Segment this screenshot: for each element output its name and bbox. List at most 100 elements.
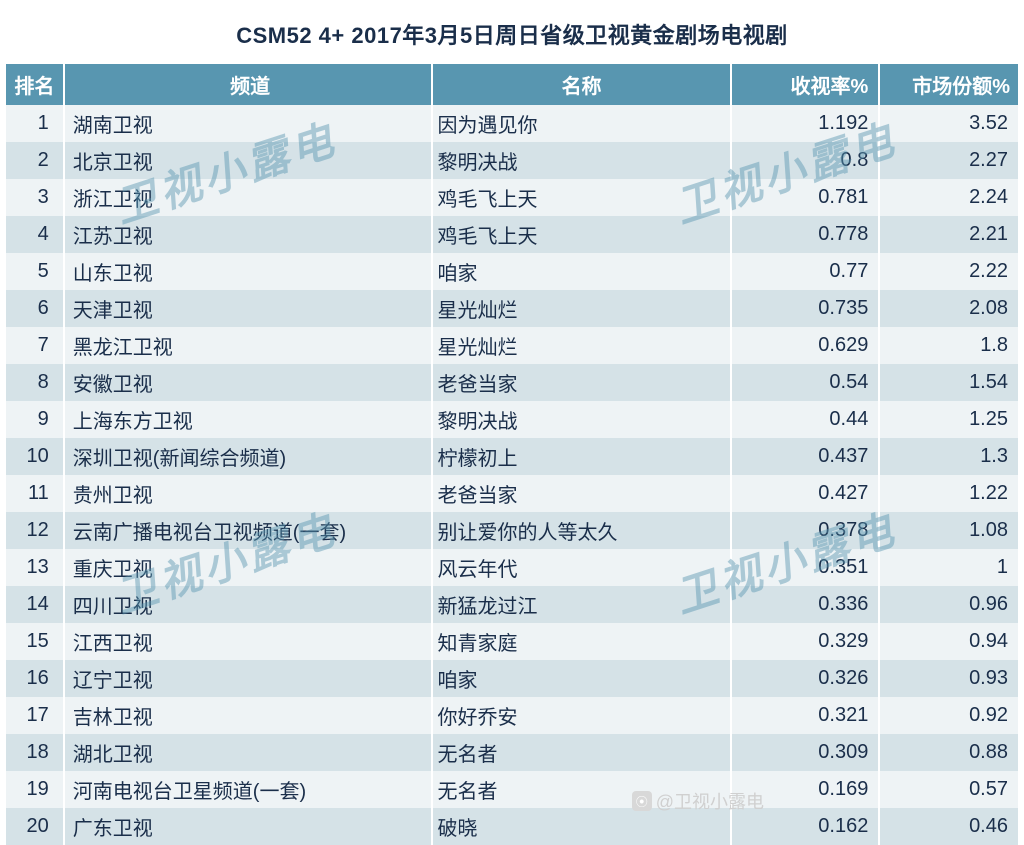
cell-name: 因为遇见你 bbox=[432, 105, 730, 142]
col-header-share: 市场份额% bbox=[879, 64, 1018, 105]
cell-name: 星光灿烂 bbox=[432, 290, 730, 327]
cell-name: 新猛龙过江 bbox=[432, 586, 730, 623]
cell-channel: 上海东方卫视 bbox=[64, 401, 433, 438]
cell-rank: 5 bbox=[6, 253, 64, 290]
cell-rank: 16 bbox=[6, 660, 64, 697]
cell-share: 3.52 bbox=[879, 105, 1018, 142]
table-row: 14四川卫视新猛龙过江0.3360.96 bbox=[6, 586, 1018, 623]
table-row: 9上海东方卫视黎明决战0.441.25 bbox=[6, 401, 1018, 438]
cell-name: 柠檬初上 bbox=[432, 438, 730, 475]
cell-rating: 0.326 bbox=[731, 660, 880, 697]
cell-channel: 贵州卫视 bbox=[64, 475, 433, 512]
cell-share: 2.08 bbox=[879, 290, 1018, 327]
cell-rating: 0.437 bbox=[731, 438, 880, 475]
table-row: 18湖北卫视无名者0.3090.88 bbox=[6, 734, 1018, 771]
table-row: 1湖南卫视因为遇见你1.1923.52 bbox=[6, 105, 1018, 142]
cell-channel: 湖南卫视 bbox=[64, 105, 433, 142]
cell-channel: 黑龙江卫视 bbox=[64, 327, 433, 364]
cell-rank: 20 bbox=[6, 808, 64, 845]
cell-channel: 北京卫视 bbox=[64, 142, 433, 179]
table-row: 16辽宁卫视咱家0.3260.93 bbox=[6, 660, 1018, 697]
table-row: 8安徽卫视老爸当家0.541.54 bbox=[6, 364, 1018, 401]
cell-rating: 0.351 bbox=[731, 549, 880, 586]
cell-rank: 14 bbox=[6, 586, 64, 623]
cell-channel: 广东卫视 bbox=[64, 808, 433, 845]
cell-channel: 江西卫视 bbox=[64, 623, 433, 660]
cell-share: 0.88 bbox=[879, 734, 1018, 771]
cell-share: 2.24 bbox=[879, 179, 1018, 216]
cell-name: 无名者 bbox=[432, 734, 730, 771]
cell-channel: 重庆卫视 bbox=[64, 549, 433, 586]
cell-rating: 0.8 bbox=[731, 142, 880, 179]
table-row: 19河南电视台卫星频道(一套)无名者0.1690.57 bbox=[6, 771, 1018, 808]
cell-share: 0.57 bbox=[879, 771, 1018, 808]
cell-rating: 0.329 bbox=[731, 623, 880, 660]
table-row: 10深圳卫视(新闻综合频道)柠檬初上0.4371.3 bbox=[6, 438, 1018, 475]
cell-share: 0.94 bbox=[879, 623, 1018, 660]
cell-share: 2.21 bbox=[879, 216, 1018, 253]
cell-name: 鸡毛飞上天 bbox=[432, 179, 730, 216]
cell-rating: 0.54 bbox=[731, 364, 880, 401]
cell-name: 鸡毛飞上天 bbox=[432, 216, 730, 253]
cell-share: 0.92 bbox=[879, 697, 1018, 734]
cell-channel: 深圳卫视(新闻综合频道) bbox=[64, 438, 433, 475]
cell-rating: 0.336 bbox=[731, 586, 880, 623]
cell-name: 知青家庭 bbox=[432, 623, 730, 660]
table-row: 17吉林卫视你好乔安0.3210.92 bbox=[6, 697, 1018, 734]
cell-rating: 0.427 bbox=[731, 475, 880, 512]
cell-channel: 天津卫视 bbox=[64, 290, 433, 327]
cell-share: 1 bbox=[879, 549, 1018, 586]
cell-rank: 2 bbox=[6, 142, 64, 179]
cell-share: 0.93 bbox=[879, 660, 1018, 697]
cell-rating: 0.629 bbox=[731, 327, 880, 364]
table-container: CSM52 4+ 2017年3月5日周日省级卫视黄金剧场电视剧 排名 频道 名称… bbox=[0, 0, 1024, 820]
footer-text: @卫视小露电 bbox=[656, 788, 764, 814]
table-row: 15江西卫视知青家庭0.3290.94 bbox=[6, 623, 1018, 660]
table-row: 7黑龙江卫视星光灿烂0.6291.8 bbox=[6, 327, 1018, 364]
cell-channel: 吉林卫视 bbox=[64, 697, 433, 734]
cell-name: 星光灿烂 bbox=[432, 327, 730, 364]
cell-rank: 17 bbox=[6, 697, 64, 734]
cell-channel: 安徽卫视 bbox=[64, 364, 433, 401]
cell-rating: 0.321 bbox=[731, 697, 880, 734]
table-row: 6天津卫视星光灿烂0.7352.08 bbox=[6, 290, 1018, 327]
table-row: 2北京卫视黎明决战0.82.27 bbox=[6, 142, 1018, 179]
cell-rating: 0.735 bbox=[731, 290, 880, 327]
table-row: 5山东卫视咱家0.772.22 bbox=[6, 253, 1018, 290]
cell-name: 黎明决战 bbox=[432, 142, 730, 179]
cell-rank: 10 bbox=[6, 438, 64, 475]
cell-name: 你好乔安 bbox=[432, 697, 730, 734]
weibo-icon: ⦿ bbox=[632, 791, 652, 811]
cell-rank: 8 bbox=[6, 364, 64, 401]
cell-share: 1.25 bbox=[879, 401, 1018, 438]
cell-rank: 15 bbox=[6, 623, 64, 660]
cell-channel: 浙江卫视 bbox=[64, 179, 433, 216]
table-row: 20广东卫视破晓0.1620.46 bbox=[6, 808, 1018, 845]
cell-rating: 1.192 bbox=[731, 105, 880, 142]
cell-rating: 0.77 bbox=[731, 253, 880, 290]
cell-rank: 4 bbox=[6, 216, 64, 253]
cell-rank: 11 bbox=[6, 475, 64, 512]
cell-share: 1.8 bbox=[879, 327, 1018, 364]
cell-share: 2.27 bbox=[879, 142, 1018, 179]
cell-share: 1.22 bbox=[879, 475, 1018, 512]
cell-channel: 云南广播电视台卫视频道(一套) bbox=[64, 512, 433, 549]
cell-name: 别让爱你的人等太久 bbox=[432, 512, 730, 549]
cell-rank: 12 bbox=[6, 512, 64, 549]
col-header-rank: 排名 bbox=[6, 64, 64, 105]
col-header-name: 名称 bbox=[432, 64, 730, 105]
cell-channel: 湖北卫视 bbox=[64, 734, 433, 771]
cell-rating: 0.44 bbox=[731, 401, 880, 438]
cell-name: 老爸当家 bbox=[432, 475, 730, 512]
cell-rating: 0.778 bbox=[731, 216, 880, 253]
ratings-table: 排名 频道 名称 收视率% 市场份额% 1湖南卫视因为遇见你1.1923.522… bbox=[6, 64, 1018, 845]
cell-rank: 9 bbox=[6, 401, 64, 438]
cell-rank: 6 bbox=[6, 290, 64, 327]
cell-share: 0.46 bbox=[879, 808, 1018, 845]
table-row: 13重庆卫视风云年代0.3511 bbox=[6, 549, 1018, 586]
cell-rating: 0.378 bbox=[731, 512, 880, 549]
cell-rank: 7 bbox=[6, 327, 64, 364]
page-title: CSM52 4+ 2017年3月5日周日省级卫视黄金剧场电视剧 bbox=[6, 10, 1018, 64]
cell-rank: 19 bbox=[6, 771, 64, 808]
col-header-rating: 收视率% bbox=[731, 64, 880, 105]
